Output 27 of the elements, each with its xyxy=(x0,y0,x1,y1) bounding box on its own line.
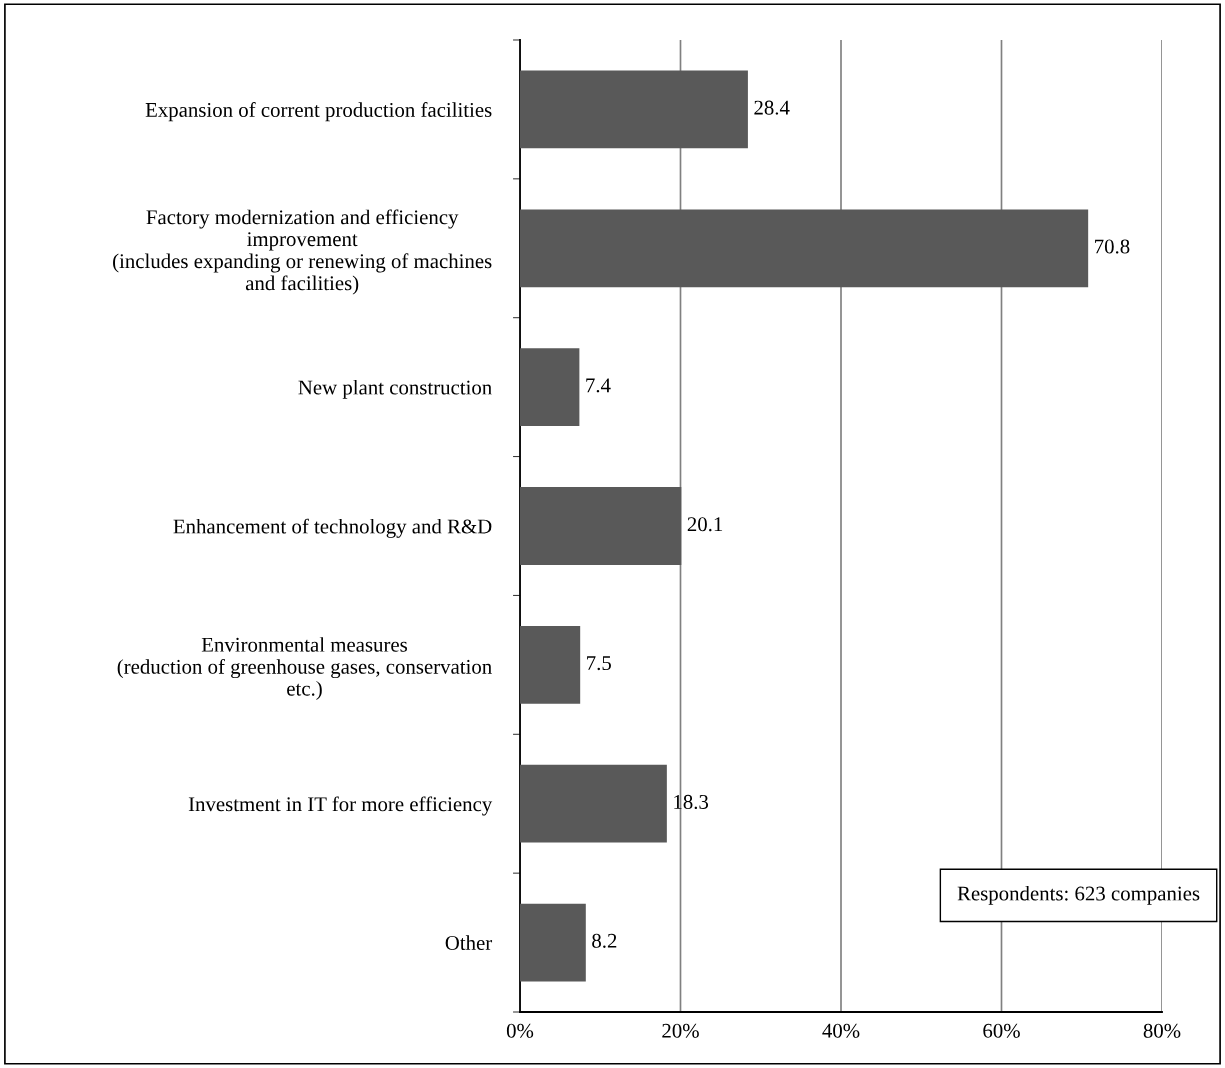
bar xyxy=(520,70,748,149)
x-tick-label: 40% xyxy=(822,1023,860,1038)
y-tick-label: Enhancement of technology and R&D xyxy=(173,518,492,538)
data-label: 18.3 xyxy=(674,794,709,810)
y-tick-label: Other xyxy=(445,935,493,950)
data-label: 70.8 xyxy=(1095,239,1130,254)
annotation: Respondents: 623 companies xyxy=(957,885,1200,905)
x-tick-label: 20% xyxy=(662,1023,699,1038)
data-label: 8.2 xyxy=(592,933,617,948)
bar xyxy=(520,348,580,427)
y-tick-label: Factory modernization and efficiency improvement (includes expanding or renewing of machines and facilities) xyxy=(113,209,492,295)
x-tick-label: 0% xyxy=(506,1023,534,1038)
data-label: 7.5 xyxy=(587,656,611,671)
bar xyxy=(520,903,586,982)
bar xyxy=(520,487,682,565)
x-tick-label: 60% xyxy=(983,1023,1020,1038)
y-tick-label: New plant construction xyxy=(298,379,492,399)
data-label: 20.1 xyxy=(687,517,723,532)
y-tick-label: Investment in IT for more efficiency xyxy=(188,796,493,816)
y-tick-label: Expansion of corrent production facilities xyxy=(145,102,492,122)
bar xyxy=(520,625,581,704)
y-tick-label: Environmental measures (reduction of greenhouse gases, conservation etc.) xyxy=(117,637,492,700)
data-label: 28.4 xyxy=(754,100,790,115)
x-tick-label: 80% xyxy=(1143,1023,1181,1038)
data-label: 7.4 xyxy=(586,378,611,393)
bar xyxy=(520,764,667,843)
bar xyxy=(520,209,1089,288)
